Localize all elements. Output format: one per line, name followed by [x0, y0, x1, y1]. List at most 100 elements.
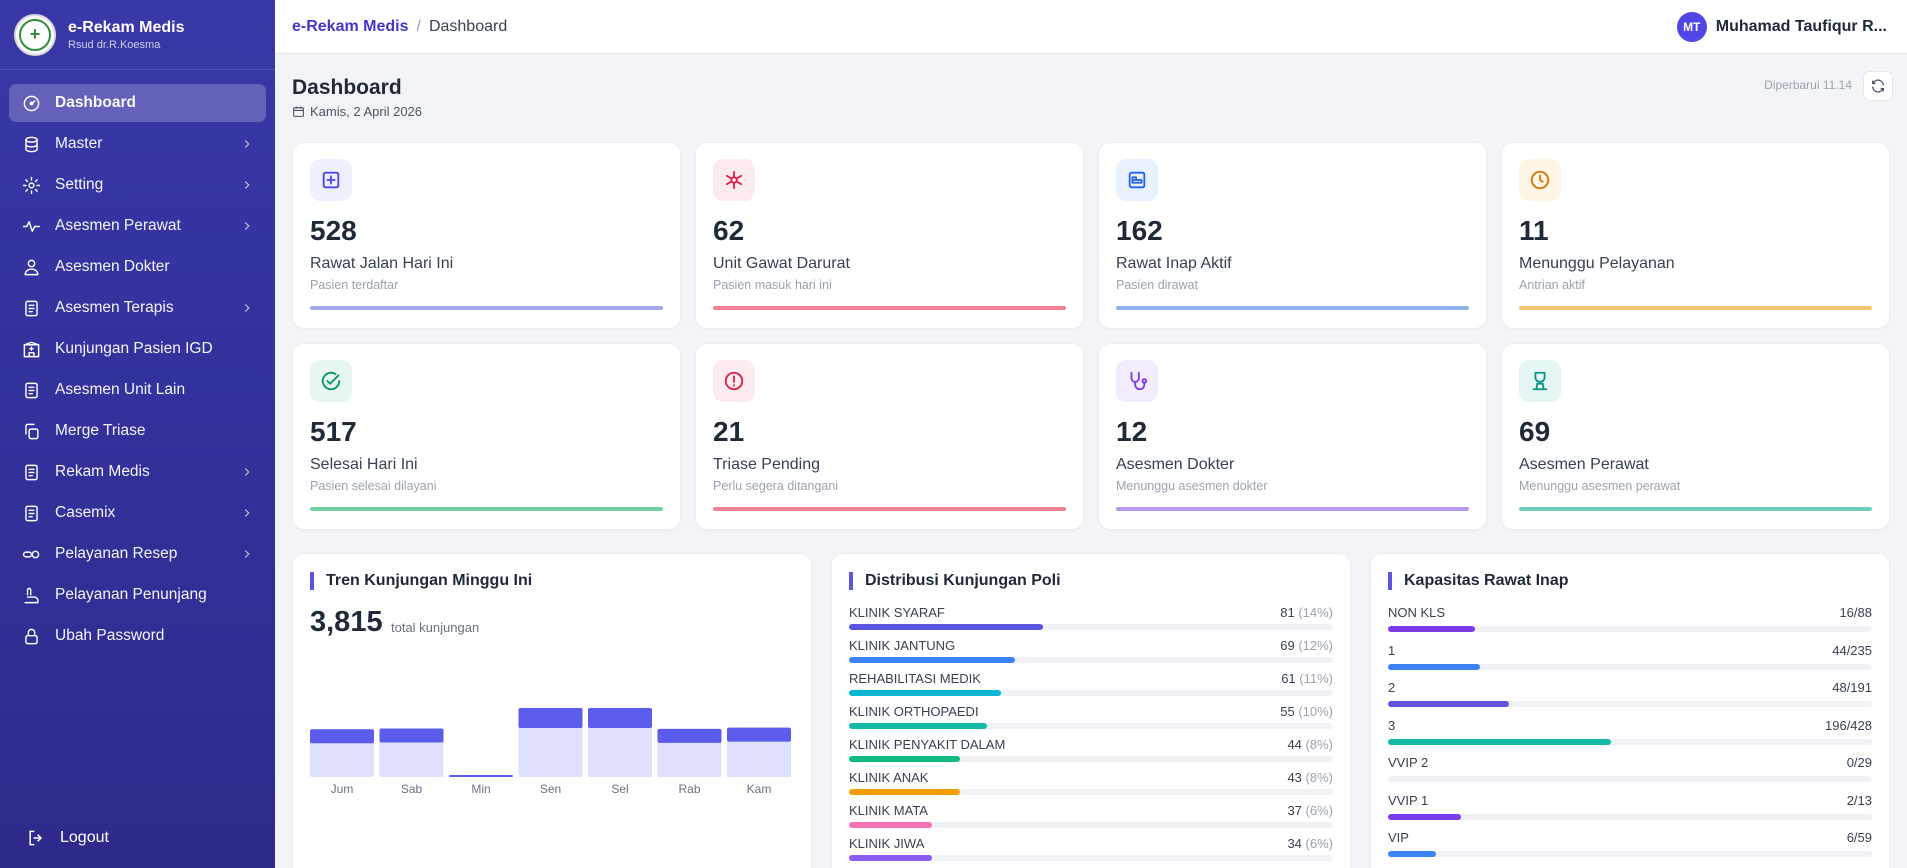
logout-icon	[29, 830, 43, 846]
chevron-right-icon	[240, 301, 254, 315]
sidebar-item-label: Master	[55, 135, 103, 152]
sidebar-item-setting[interactable]: Setting	[9, 166, 266, 204]
sidebar-item-dashboard[interactable]: Dashboard	[9, 84, 266, 122]
sidebar-item-asesmen-dokter[interactable]: Asesmen Dokter	[9, 248, 266, 286]
kapasitas-progress-fill	[1388, 663, 1480, 670]
kapasitas-row: 1 44/235	[1388, 643, 1872, 676]
stat-value: 528	[310, 215, 357, 246]
poli-percent: (11%)	[1299, 671, 1333, 686]
sidebar-item-label: Asesmen Dokter	[55, 258, 170, 275]
poli-progress-track	[849, 723, 1333, 729]
poli-progress-fill	[849, 855, 932, 861]
poli-percent: (6%)	[1305, 803, 1333, 818]
stat-sublabel: Pasien dirawat	[1116, 278, 1198, 292]
refresh-button[interactable]	[1863, 71, 1893, 101]
database-icon	[21, 134, 41, 154]
sidebar: + e-Rekam Medis Rsud dr.R.Koesma Dashboa…	[0, 0, 275, 868]
copy-icon	[21, 421, 41, 441]
poli-row: KLINIK ORTHOPAEDI 55 (10%)	[849, 704, 1333, 737]
sidebar-item-label: Asesmen Unit Lain	[55, 381, 186, 398]
stat-label: Selesai Hari Ini	[310, 456, 418, 473]
poli-name: KLINIK PENYAKIT DALAM	[849, 737, 1006, 752]
trend-title: Tren Kunjungan Minggu Ini	[310, 572, 532, 590]
trend-total-label: total kunjungan	[391, 620, 480, 635]
poli-progress-fill	[849, 657, 1015, 663]
logout-label: Logout	[60, 829, 109, 846]
kapasitas-name: 3	[1388, 717, 1396, 733]
poli-value: 61 (11%)	[1281, 671, 1333, 686]
kapasitas-progress-track	[1388, 813, 1872, 820]
poli-progress-fill	[849, 789, 960, 795]
sidebar-item-master[interactable]: Master	[9, 125, 266, 163]
kapasitas-progress-fill	[1388, 701, 1509, 707]
stat-sublabel: Antrian aktif	[1519, 278, 1586, 292]
sidebar-item-casemix[interactable]: Casemix	[9, 494, 266, 532]
stat-card: 12 Asesmen Dokter Menunggu asesmen dokter	[1098, 343, 1487, 530]
sidebar-item-label: Kunjungan Pasien IGD	[55, 340, 213, 357]
trend-tick-label: Kam	[747, 782, 772, 796]
sidebar-item-pelayanan-resep[interactable]: Pelayanan Resep	[9, 535, 266, 573]
stat-label: Unit Gawat Darurat	[713, 255, 850, 272]
sidebar-item-label: Asesmen Terapis	[55, 299, 174, 316]
logout-button[interactable]: Logout	[14, 818, 121, 858]
sidebar-item-label: Pelayanan Penunjang	[55, 586, 207, 603]
stat-card: 517 Selesai Hari Ini Pasien selesai dilaya…	[292, 343, 681, 530]
alert-circle-icon	[713, 360, 755, 402]
trend-tick-label: Sab	[401, 782, 423, 796]
kapasitas-value: 196/428	[1825, 717, 1872, 733]
poli-percent: (8%)	[1305, 737, 1333, 752]
poli-name: KLINIK JANTUNG	[849, 638, 956, 653]
sidebar-nav: Dashboard Master Setting Asesmen Perawat Ase…	[0, 70, 275, 655]
stat-value: 62	[713, 215, 745, 246]
stat-sublabel: Perlu segera ditangani	[713, 479, 839, 493]
sidebar-item-asesmen-terapis[interactable]: Asesmen Terapis	[9, 289, 266, 327]
trend-bar-cap	[727, 727, 791, 742]
sidebar-item-pelayanan-penunjang[interactable]: Pelayanan Penunjang	[9, 576, 266, 614]
user-menu[interactable]: MT Muhamad Taufiqur R...	[1676, 12, 1887, 42]
poli-progress-fill	[849, 624, 1043, 630]
sidebar-item-rekam-medis[interactable]: Rekam Medis	[9, 453, 266, 491]
avatar: MT	[1676, 12, 1707, 42]
brand: + e-Rekam Medis Rsud dr.R.Koesma	[0, 0, 275, 70]
poli-count: 55	[1280, 704, 1295, 719]
stat-value: 11	[1519, 215, 1549, 246]
poli-count: 81	[1280, 605, 1295, 620]
stat-sublabel: Pasien masuk hari ini	[713, 278, 832, 292]
stat-card: 62 Unit Gawat Darurat Pasien masuk hari in…	[695, 142, 1084, 329]
kapasitas-progress-track	[1388, 776, 1872, 782]
clipboard-icon	[21, 462, 41, 482]
sidebar-item-asesmen-unit-lain[interactable]: Asesmen Unit Lain	[9, 371, 266, 409]
poli-count: 37	[1287, 803, 1302, 818]
stat-accent-bar	[310, 507, 663, 511]
poli-count: 34	[1287, 836, 1302, 851]
kapasitas-row: 3 196/428	[1388, 718, 1872, 751]
sidebar-item-ubah-password[interactable]: Ubah Password	[9, 617, 266, 655]
poli-percent: (10%)	[1298, 704, 1333, 719]
trend-bar-cap	[588, 708, 652, 728]
top-header: e-Rekam Medis / Dashboard MT Muhamad Tau…	[275, 0, 1907, 54]
kapasitas-progress-track	[1388, 663, 1872, 670]
sidebar-item-label: Ubah Password	[55, 627, 165, 644]
sidebar-item-merge-triase[interactable]: Merge Triase	[9, 412, 266, 450]
poli-value: 81 (14%)	[1280, 605, 1333, 620]
hospital-logo: +	[14, 13, 56, 56]
sidebar-item-label: Pelayanan Resep	[55, 545, 178, 562]
calendar-icon	[293, 106, 304, 117]
kapasitas-name: NON KLS	[1388, 605, 1446, 620]
breadcrumb-root[interactable]: e-Rekam Medis	[292, 17, 409, 35]
stat-accent-bar	[310, 306, 663, 310]
stat-sublabel: Pasien terdaftar	[310, 278, 399, 292]
poli-row: KLINIK JANTUNG 69 (12%)	[849, 638, 1333, 671]
trend-tick-label: Jum	[331, 782, 354, 796]
sidebar-item-kunjungan-pasien-igd[interactable]: Kunjungan Pasien IGD	[9, 330, 266, 368]
stat-card: 528 Rawat Jalan Hari Ini Pasien terdaftar	[292, 142, 681, 329]
gear-icon	[21, 175, 41, 195]
poli-name: KLINIK SYARAF	[849, 605, 945, 620]
chevron-right-icon	[240, 137, 254, 151]
trend-tick-label: Sel	[611, 782, 628, 796]
nurse-icon	[1519, 360, 1561, 402]
hand-icon	[21, 585, 41, 605]
check-circle-icon	[310, 360, 352, 402]
sidebar-item-asesmen-perawat[interactable]: Asesmen Perawat	[9, 207, 266, 245]
trend-bar-cap	[379, 728, 444, 743]
